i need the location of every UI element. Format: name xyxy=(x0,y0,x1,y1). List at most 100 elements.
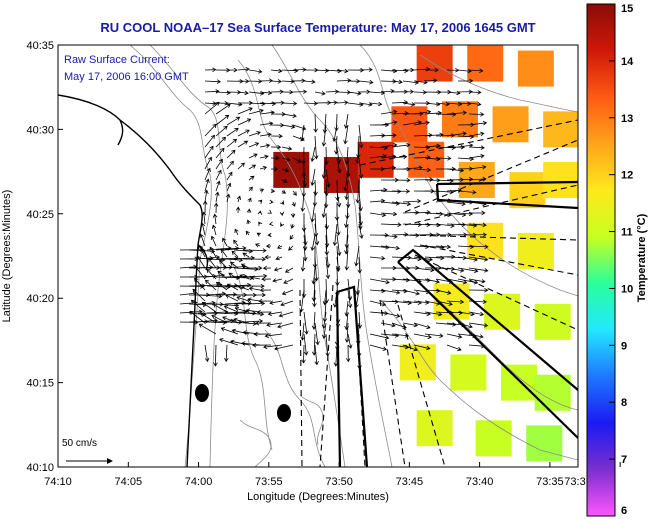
current-vector xyxy=(457,189,477,195)
current-vector xyxy=(344,322,350,343)
current-vector xyxy=(402,233,420,238)
sst-cell xyxy=(500,364,537,401)
current-vector xyxy=(324,223,330,248)
current-vector xyxy=(355,179,361,204)
current-vector xyxy=(468,267,489,273)
current-vector xyxy=(259,121,274,126)
current-vector xyxy=(325,168,331,188)
current-vector xyxy=(267,209,272,214)
current-vector xyxy=(413,177,434,182)
current-vector xyxy=(468,322,489,328)
current-vector xyxy=(369,288,386,294)
current-vector xyxy=(312,289,317,308)
current-vector xyxy=(237,129,250,137)
current-vector xyxy=(468,333,484,339)
current-vector xyxy=(204,167,211,181)
current-vector xyxy=(369,245,390,250)
colorbar-tick-label: 14 xyxy=(621,56,634,68)
current-vector xyxy=(204,344,210,363)
current-vector xyxy=(391,322,407,329)
current-vector xyxy=(202,200,208,214)
current-vector xyxy=(224,344,229,363)
current-vector xyxy=(234,228,239,236)
current-vector xyxy=(325,68,342,74)
current-vector xyxy=(344,245,350,271)
x-tick-label: 73:45 xyxy=(396,476,424,488)
current-vector xyxy=(325,256,331,280)
current-vector xyxy=(281,101,298,106)
current-vector xyxy=(226,67,238,73)
current-vector xyxy=(380,89,395,94)
current-vector xyxy=(237,67,250,72)
current-vector xyxy=(199,233,206,247)
radial-line xyxy=(419,244,578,276)
colorbar-tick-label: 9 xyxy=(621,340,627,352)
current-vector xyxy=(369,344,388,351)
current-vector xyxy=(468,311,485,317)
current-vector xyxy=(292,67,307,72)
current-vector xyxy=(267,232,272,238)
y-tick-label: 40:35 xyxy=(26,40,54,52)
current-vector xyxy=(280,300,294,307)
radial-line xyxy=(359,119,578,166)
sst-cell xyxy=(467,45,504,82)
current-vector xyxy=(233,321,258,326)
current-vector xyxy=(242,330,261,335)
current-vector xyxy=(235,206,241,214)
radial-line xyxy=(397,304,446,467)
current-vector xyxy=(270,188,276,194)
current-vector xyxy=(248,153,258,159)
current-vector xyxy=(321,124,327,147)
current-vector xyxy=(369,101,383,107)
current-vector xyxy=(446,344,462,352)
current-vector xyxy=(391,189,411,194)
current-vector xyxy=(332,124,338,143)
current-vector xyxy=(314,256,319,282)
current-vector xyxy=(198,244,206,258)
current-vector xyxy=(468,210,486,216)
current-vector xyxy=(300,256,306,272)
current-vector xyxy=(201,211,207,225)
colorbar-tick-label: 12 xyxy=(621,170,633,182)
y-tick-label: 40:30 xyxy=(26,124,54,136)
current-vector xyxy=(247,197,252,203)
x-tick-label: 74:05 xyxy=(115,476,143,488)
current-vector xyxy=(435,244,452,250)
current-vector xyxy=(281,68,299,73)
current-vector xyxy=(215,191,220,203)
map-panel xyxy=(58,45,578,467)
radial-line xyxy=(379,299,406,467)
current-vector xyxy=(336,78,352,83)
current-vector xyxy=(310,234,316,252)
current-vector xyxy=(468,244,489,250)
current-vector xyxy=(215,147,225,159)
current-vector xyxy=(321,157,327,179)
current-vector xyxy=(193,277,206,291)
colorbar-tick-label: 10 xyxy=(621,283,633,295)
current-vector xyxy=(283,278,294,284)
current-vector xyxy=(246,208,252,214)
current-vector xyxy=(292,157,302,163)
current-vector xyxy=(210,235,217,247)
current-vector xyxy=(200,222,206,236)
current-vector xyxy=(301,279,307,299)
x-tick-label: 73:35 xyxy=(536,476,564,488)
sst-cell xyxy=(543,111,578,148)
current-vector xyxy=(369,255,386,261)
current-vector xyxy=(262,265,272,271)
current-vector xyxy=(335,333,340,351)
current-vector xyxy=(336,212,341,236)
current-vector xyxy=(288,245,294,251)
current-vector xyxy=(266,322,283,327)
current-vector xyxy=(358,157,364,179)
current-vector xyxy=(226,127,239,137)
colorbar-tick-label: 7 xyxy=(621,454,627,466)
current-vector xyxy=(237,107,253,115)
current-vector xyxy=(468,278,486,284)
current-vector xyxy=(252,342,272,348)
current-vector xyxy=(248,79,263,84)
current-vector xyxy=(259,287,272,293)
current-vector xyxy=(259,143,271,148)
current-vector xyxy=(280,200,285,205)
current-vector xyxy=(424,300,441,306)
